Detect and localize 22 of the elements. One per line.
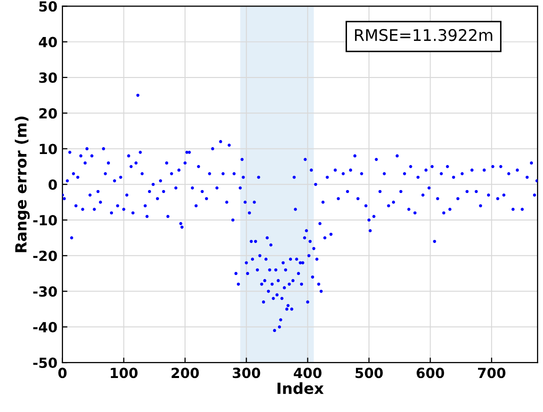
y-tick-label: -40 bbox=[33, 322, 57, 332]
y-tick-label: -10 bbox=[33, 214, 57, 226]
x-tick-label: 400 bbox=[294, 368, 322, 378]
y-tick-label: 30 bbox=[39, 72, 57, 83]
x-tick-label: 0 bbox=[58, 368, 67, 378]
x-tick-label: 700 bbox=[478, 368, 506, 378]
y-tick-label: -30 bbox=[33, 286, 57, 297]
y-tick-label: -50 bbox=[33, 358, 57, 368]
x-tick-label: 600 bbox=[416, 368, 444, 378]
y-axis-title: Range error (m) bbox=[14, 116, 30, 252]
y-tick-label: 50 bbox=[39, 1, 57, 12]
x-tick-label: 300 bbox=[232, 368, 260, 378]
y-tick-label: 20 bbox=[39, 108, 57, 119]
y-tick-label: -20 bbox=[33, 250, 57, 262]
y-tick-label: 10 bbox=[40, 144, 57, 154]
x-tick-label: 100 bbox=[110, 368, 138, 378]
y-tick-label: 40 bbox=[38, 36, 57, 48]
annotation: RMSE=11.3922m bbox=[355, 29, 492, 42]
y-tick-label: 0 bbox=[48, 179, 57, 190]
x-axis-title: Index bbox=[278, 382, 324, 394]
x-tick-label: 200 bbox=[172, 368, 199, 378]
x-tick-label: 500 bbox=[356, 368, 383, 378]
